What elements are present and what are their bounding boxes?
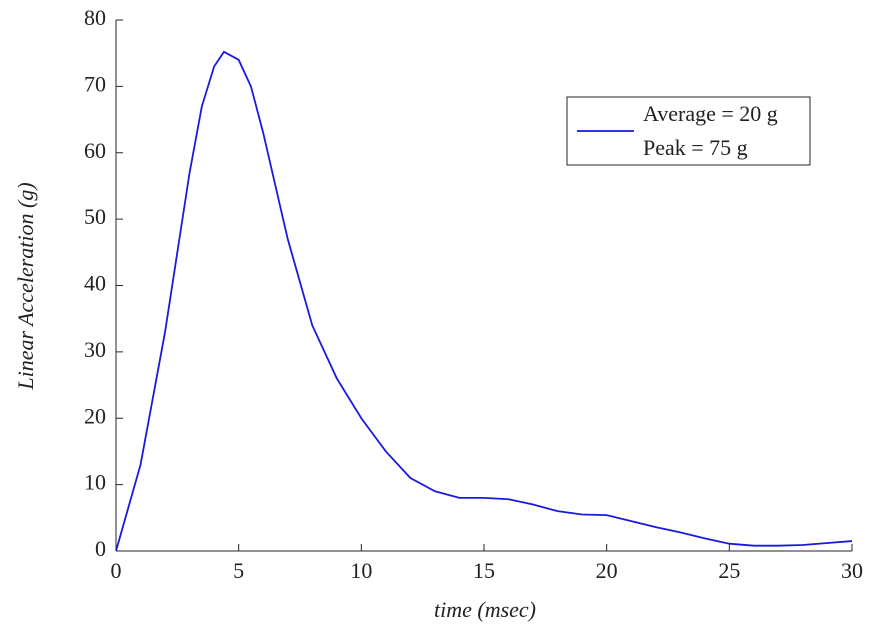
x-tick-label: 30 <box>841 558 863 583</box>
x-tick-label: 20 <box>596 558 618 583</box>
x-tick-label: 10 <box>350 558 372 583</box>
x-tick-label: 25 <box>718 558 740 583</box>
y-tick-label: 40 <box>84 271 106 296</box>
x-axis-label: time (msec) <box>434 597 536 622</box>
y-tick-label: 0 <box>95 536 106 561</box>
y-tick-label: 60 <box>84 138 106 163</box>
y-tick-label: 50 <box>84 204 106 229</box>
x-tick-label: 5 <box>233 558 244 583</box>
data-line <box>115 50 853 552</box>
y-axis-label: Linear Acceleration (g) <box>13 182 38 390</box>
legend-note: Peak = 75 g <box>643 135 748 160</box>
y-tick-label: 30 <box>84 337 106 362</box>
x-tick-label: 0 <box>111 558 122 583</box>
x-tick-label: 15 <box>473 558 495 583</box>
y-tick-label: 80 <box>84 5 106 30</box>
y-tick-label: 70 <box>84 71 106 96</box>
y-tick-label: 20 <box>84 403 106 428</box>
y-tick-label: 10 <box>84 470 106 495</box>
legend-label: Average = 20 g <box>643 101 778 126</box>
